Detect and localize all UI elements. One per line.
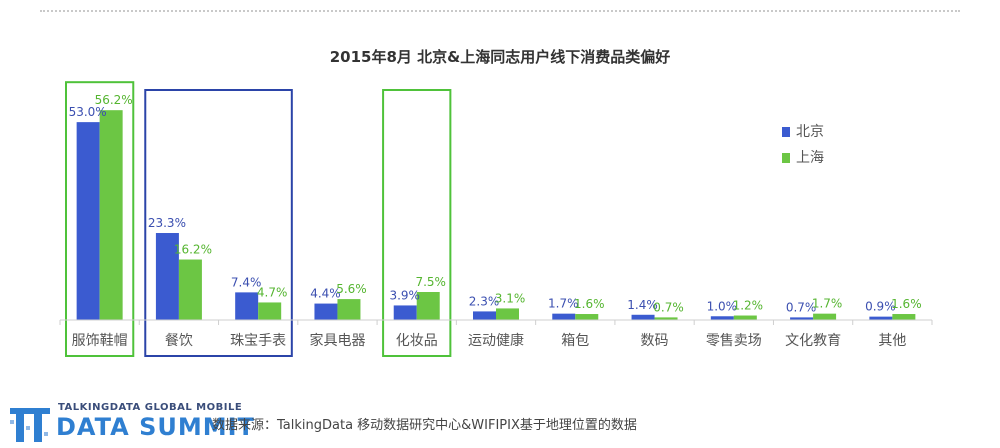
bar-北京-数码 bbox=[631, 314, 655, 320]
data-labels: 53.0%56.2% 23.3% 16.2% 7.4%4.7% 4.4%5.6% 3.9%… bbox=[69, 93, 922, 314]
data-label-北京-箱包: 1.7% bbox=[548, 297, 579, 311]
data-label-上海-文化教育: 1.7% bbox=[812, 297, 843, 311]
data-label-北京-餐饮: 23.3% bbox=[148, 216, 186, 230]
top-dotted-divider bbox=[40, 10, 960, 12]
bar-北京-化妆品 bbox=[393, 305, 417, 320]
bar-北京-文化教育 bbox=[790, 317, 814, 320]
bar-上海-运动健康 bbox=[496, 308, 519, 320]
highlight-box-2 bbox=[382, 89, 452, 357]
highlight-box-0 bbox=[65, 81, 135, 357]
logo-line2: DATA SUMMIT bbox=[56, 413, 255, 441]
data-label-北京-化妆品: 3.9% bbox=[389, 288, 420, 302]
category-label-数码: 数码 bbox=[641, 333, 669, 349]
legend-swatch-上海 bbox=[782, 153, 790, 163]
highlight-box-1 bbox=[144, 89, 293, 357]
bars bbox=[76, 110, 916, 320]
category-label-零售卖场: 零售卖场 bbox=[706, 333, 762, 349]
data-label-上海-运动健康: 3.1% bbox=[495, 291, 526, 305]
category-label-化妆品: 化妆品 bbox=[396, 333, 438, 349]
highlight-boxes bbox=[65, 81, 452, 357]
bar-北京-餐饮 bbox=[155, 233, 179, 320]
data-label-北京-数码: 1.4% bbox=[627, 298, 658, 312]
footer: TALKINGDATA GLOBAL MOBILE DATA SUMMIT 数据… bbox=[0, 400, 1000, 448]
x-axis: 服饰鞋帽 餐饮 珠宝手表 家具电器 化妆品 运动健康 箱包 数码 零售卖场 文化教育 其他 bbox=[59, 319, 933, 349]
logo-line1: TALKINGDATA GLOBAL MOBILE bbox=[58, 402, 243, 413]
data-label-上海-化妆品: 7.5% bbox=[415, 275, 446, 289]
data-label-上海-其他: 1.6% bbox=[891, 297, 922, 311]
bar-北京-其他 bbox=[869, 316, 893, 320]
data-label-北京-运动健康: 2.3% bbox=[469, 294, 500, 308]
bar-北京-服饰鞋帽 bbox=[76, 122, 100, 320]
bar-上海-其他 bbox=[892, 314, 916, 320]
legend-swatch-北京 bbox=[782, 127, 790, 137]
data-label-上海-餐饮: 16.2% bbox=[174, 243, 212, 257]
data-label-北京-其他: 0.9% bbox=[865, 300, 896, 314]
data-label-上海-服饰鞋帽: 56.2% bbox=[95, 93, 133, 107]
data-label-上海-零售卖场: 1.2% bbox=[733, 299, 764, 313]
data-source-note: 数据来源：TalkingData 移动数据研究中心&WIFIPIX基于地理位置的… bbox=[212, 418, 637, 433]
legend-label-北京: 北京 bbox=[796, 124, 824, 140]
bar-上海-文化教育 bbox=[813, 313, 837, 320]
data-label-北京-零售卖场: 1.0% bbox=[707, 299, 738, 313]
bar-chart: 2015年8月 北京&上海同志用户线下消费品类偏好 53.0%56.2% 23.3… bbox=[59, 48, 933, 357]
chart-title: 2015年8月 北京&上海同志用户线下消费品类偏好 bbox=[330, 48, 671, 66]
category-label-家具电器: 家具电器 bbox=[309, 332, 365, 349]
data-label-北京-文化教育: 0.7% bbox=[786, 300, 817, 314]
category-label-服饰鞋帽: 服饰鞋帽 bbox=[72, 333, 128, 349]
bar-北京-珠宝手表 bbox=[235, 292, 259, 320]
category-label-箱包: 箱包 bbox=[561, 333, 589, 349]
data-label-上海-箱包: 1.6% bbox=[574, 297, 605, 311]
data-label-上海-数码: 0.7% bbox=[653, 300, 684, 314]
legend-label-上海: 上海 bbox=[796, 150, 824, 166]
bar-北京-零售卖场 bbox=[710, 316, 734, 320]
bar-上海-家具电器 bbox=[337, 299, 361, 320]
bar-上海-箱包 bbox=[575, 314, 599, 320]
bar-北京-运动健康 bbox=[473, 311, 496, 320]
data-label-北京-服饰鞋帽: 53.0% bbox=[69, 105, 107, 119]
category-label-珠宝手表: 珠宝手表 bbox=[230, 333, 286, 349]
bar-上海-珠宝手表 bbox=[258, 302, 282, 320]
bar-上海-数码 bbox=[654, 317, 678, 320]
bar-上海-零售卖场 bbox=[733, 315, 757, 320]
bar-北京-家具电器 bbox=[314, 303, 338, 320]
bar-上海-化妆品 bbox=[416, 292, 440, 320]
bar-上海-服饰鞋帽 bbox=[99, 110, 123, 320]
bar-上海-餐饮 bbox=[178, 259, 202, 320]
bar-北京-箱包 bbox=[552, 313, 576, 320]
category-label-运动健康: 运动健康 bbox=[468, 332, 524, 349]
category-label-餐饮: 餐饮 bbox=[165, 333, 193, 349]
data-label-上海-珠宝手表: 4.7% bbox=[257, 285, 288, 299]
logo: TALKINGDATA GLOBAL MOBILE DATA SUMMIT bbox=[10, 402, 254, 446]
data-label-北京-家具电器: 4.4% bbox=[310, 287, 341, 301]
category-label-其他: 其他 bbox=[878, 333, 906, 349]
data-label-上海-家具电器: 5.6% bbox=[336, 282, 367, 296]
logo-mark-icon bbox=[10, 408, 50, 442]
category-label-文化教育: 文化教育 bbox=[785, 333, 841, 349]
data-label-北京-珠宝手表: 7.4% bbox=[231, 275, 262, 289]
